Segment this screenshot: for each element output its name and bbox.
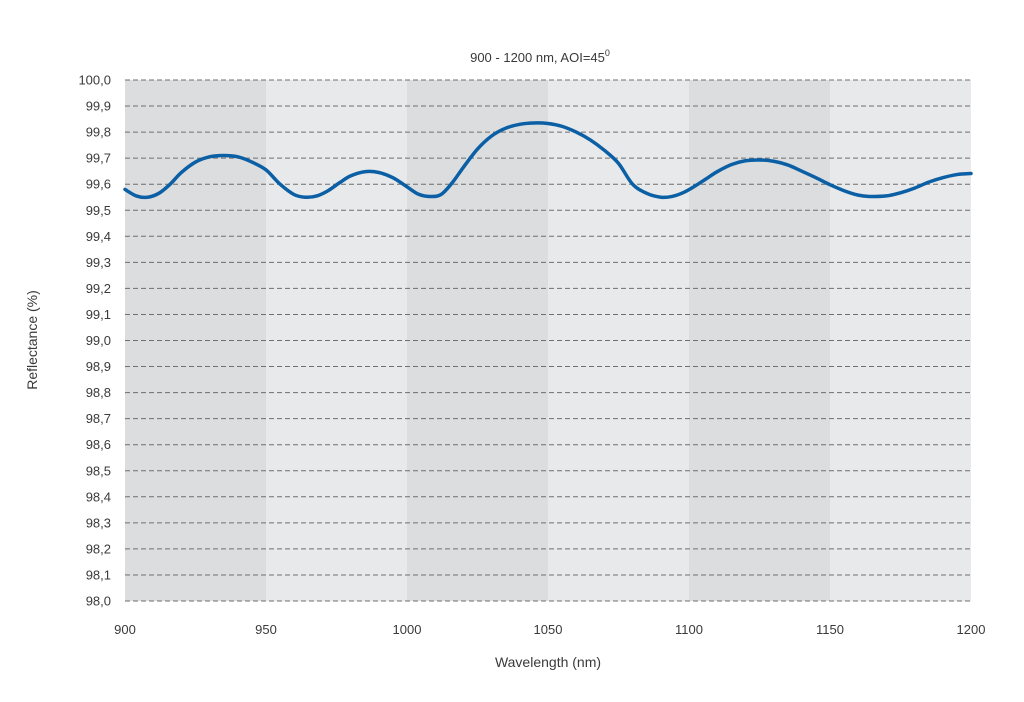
y-tick-label: 98,5 bbox=[86, 463, 111, 478]
y-tick-label: 98,2 bbox=[86, 541, 111, 556]
y-tick-label: 99,7 bbox=[86, 151, 111, 166]
y-tick-label: 99,6 bbox=[86, 177, 111, 192]
reflectance-series-line bbox=[123, 121, 973, 200]
y-tick-label: 98,4 bbox=[86, 489, 111, 504]
y-tick-label: 98,1 bbox=[86, 567, 111, 582]
y-axis-title: Reflectance (%) bbox=[24, 290, 40, 390]
y-tick-label: 100,0 bbox=[78, 73, 111, 88]
y-tick-label: 99,1 bbox=[86, 307, 111, 322]
chart-title-text: 900 - 1200 nm, AOI=45 bbox=[470, 50, 605, 65]
x-tick-label: 1150 bbox=[816, 622, 844, 637]
x-tick-label: 1100 bbox=[675, 622, 703, 637]
x-axis-title: Wavelength (nm) bbox=[495, 654, 601, 670]
y-tick-label: 99,3 bbox=[86, 255, 111, 270]
y-tick-label: 98,8 bbox=[86, 385, 111, 400]
y-tick-label: 98,6 bbox=[86, 437, 111, 452]
background-band bbox=[125, 80, 266, 601]
chart-title: 900 - 1200 nm, AOI=450 bbox=[470, 48, 610, 65]
y-tick-label: 98,9 bbox=[86, 359, 111, 374]
y-tick-label: 99,0 bbox=[86, 333, 111, 348]
y-tick-label: 98,3 bbox=[86, 515, 111, 530]
y-tick-label: 98,7 bbox=[86, 411, 111, 426]
y-tick-label: 98,0 bbox=[86, 594, 111, 609]
x-tick-label: 950 bbox=[255, 622, 277, 637]
grid-lines bbox=[125, 79, 971, 602]
y-axis-tick-labels: 98,0 98,1 98,2 98,3 98,4 98,5 98,6 98,7 98,8 98,9… bbox=[78, 73, 111, 609]
x-tick-label: 900 bbox=[114, 622, 136, 637]
chart-title-superscript: 0 bbox=[605, 48, 610, 58]
y-tick-label: 99,4 bbox=[86, 229, 111, 244]
x-tick-label: 1200 bbox=[957, 622, 986, 637]
y-tick-label: 99,5 bbox=[86, 203, 111, 218]
series-layer bbox=[123, 121, 973, 200]
y-tick-label: 99,9 bbox=[86, 99, 111, 114]
background-bands bbox=[125, 80, 971, 601]
y-tick-label: 99,2 bbox=[86, 281, 111, 296]
x-axis-tick-labels: 900 950 1000 1050 1100 1150 1200 bbox=[114, 622, 985, 637]
x-tick-label: 1000 bbox=[393, 622, 422, 637]
x-tick-label: 1050 bbox=[534, 622, 563, 637]
y-tick-label: 99,8 bbox=[86, 125, 111, 140]
